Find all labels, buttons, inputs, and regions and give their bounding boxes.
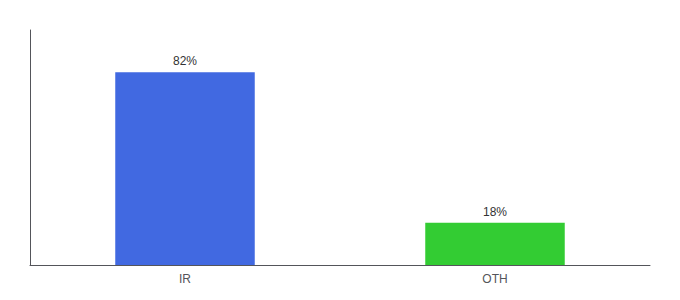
svg-text:IR: IR [179,272,191,286]
svg-text:82%: 82% [173,54,197,68]
svg-text:18%: 18% [483,205,507,219]
svg-text:OTH: OTH [482,272,507,286]
